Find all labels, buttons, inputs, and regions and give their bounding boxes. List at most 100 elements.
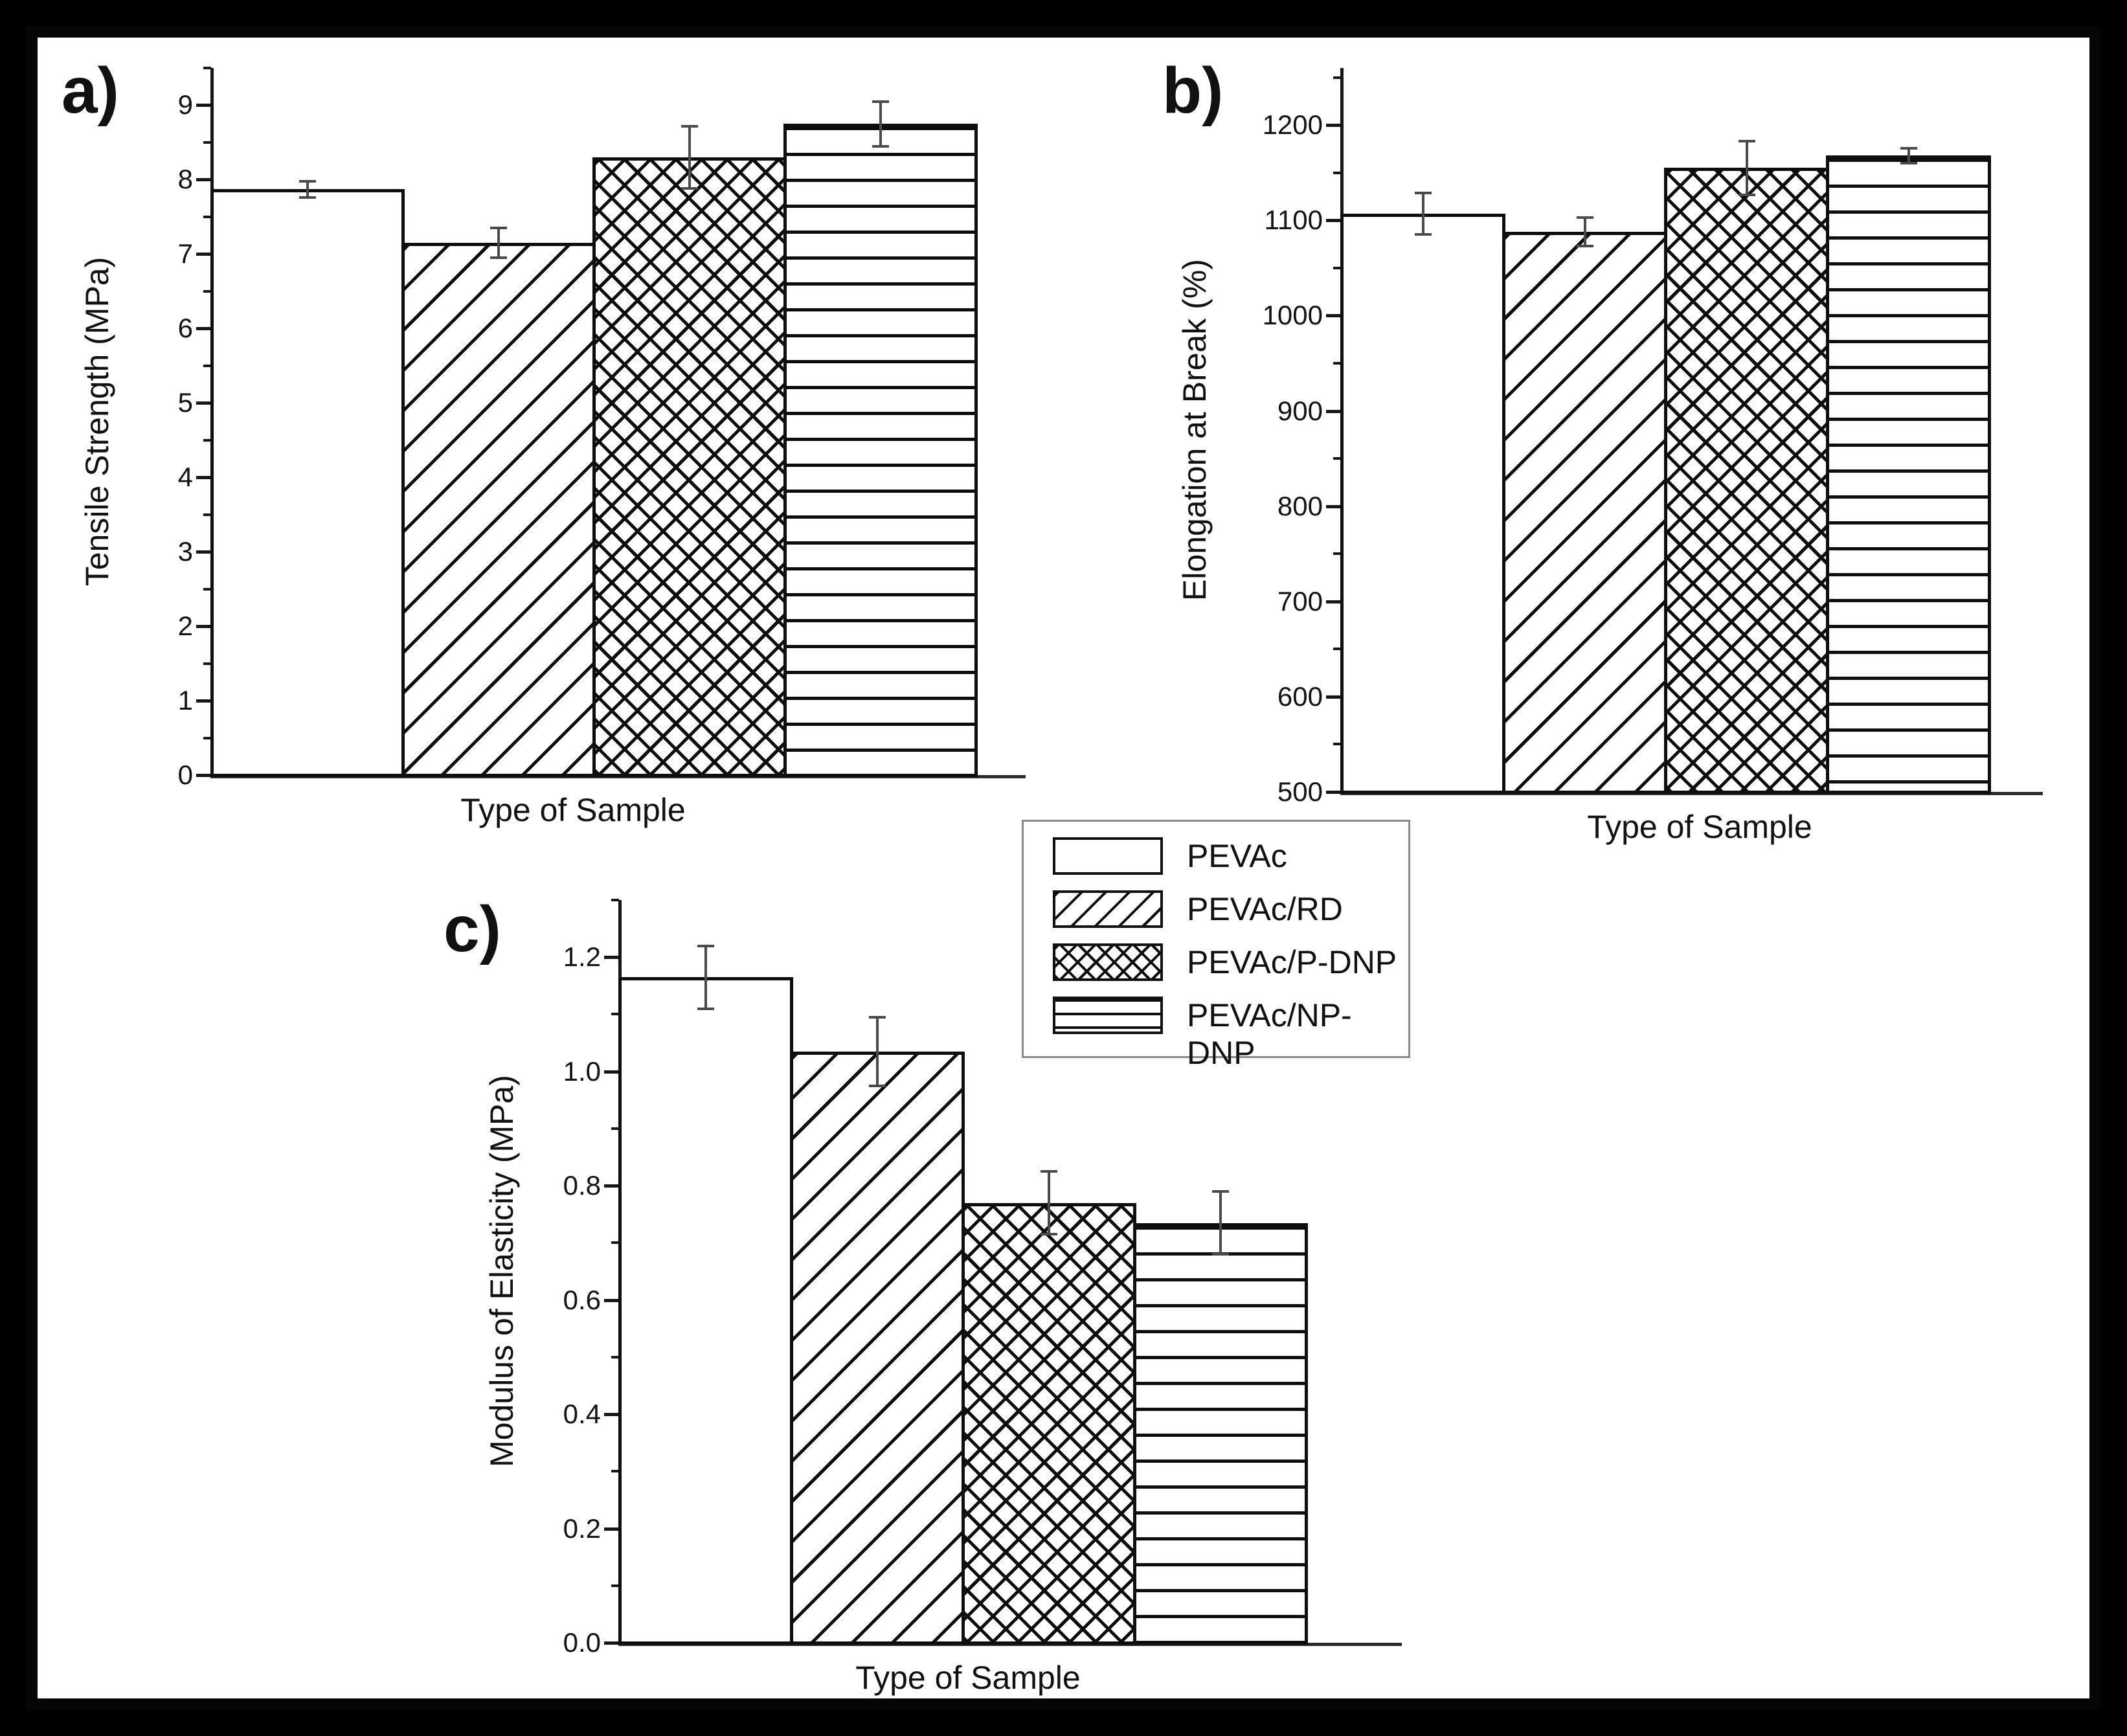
tick-label: 0.2 xyxy=(563,1513,601,1544)
error-bar-cap-bottom xyxy=(1900,162,1917,165)
x-axis-title-a: Type of Sample xyxy=(460,792,686,828)
tick-label: 0.0 xyxy=(563,1627,601,1658)
bar-pevac-p-dnp xyxy=(1664,168,1829,794)
minor-tick xyxy=(203,141,211,144)
minor-tick xyxy=(1333,171,1341,174)
error-bar-cap-bottom xyxy=(1576,245,1593,248)
bar-pevac xyxy=(210,189,405,777)
panel-label-b: b) xyxy=(1162,54,1224,127)
error-bar-line xyxy=(1907,148,1910,164)
tick-label: 0.4 xyxy=(563,1399,601,1430)
bar-pevac-p-dnp xyxy=(592,157,787,777)
tick-label: 700 xyxy=(1277,585,1323,616)
minor-tick xyxy=(611,1013,619,1016)
legend-label-pevac: PEVAc xyxy=(1187,838,1287,874)
minor-tick xyxy=(611,1470,619,1473)
bar-pevac xyxy=(618,977,793,1645)
minor-tick xyxy=(203,736,211,739)
error-bar-cap-bottom xyxy=(1738,193,1755,196)
major-tick xyxy=(1326,219,1340,223)
major-tick xyxy=(196,550,210,554)
major-tick xyxy=(1326,124,1340,128)
tick-label: 1.0 xyxy=(563,1055,601,1087)
major-tick xyxy=(1326,504,1340,508)
error-bar-cap-top xyxy=(697,944,714,947)
major-tick xyxy=(1326,695,1340,699)
tick-label: 600 xyxy=(1277,681,1323,712)
error-bar-cap-top xyxy=(299,179,316,183)
y-axis-title-a: Tensile Strength (MPa) xyxy=(79,256,115,587)
error-bar-cap-top xyxy=(490,227,507,230)
error-bar-line xyxy=(1219,1191,1222,1255)
error-bar-cap-top xyxy=(1212,1189,1229,1193)
error-bar-cap-top xyxy=(1576,216,1593,219)
major-tick xyxy=(604,1184,618,1188)
major-tick xyxy=(196,104,210,107)
major-tick xyxy=(1326,314,1340,318)
error-bar-line xyxy=(879,101,882,146)
minor-tick xyxy=(203,215,211,218)
x-axis-title-c: Type of Sample xyxy=(855,1660,1081,1696)
error-bar-line xyxy=(306,181,309,197)
major-tick xyxy=(1326,791,1340,794)
minor-tick xyxy=(611,1241,619,1245)
major-tick xyxy=(1326,600,1340,603)
error-bar-cap-top xyxy=(1738,140,1755,143)
tick-label: 1100 xyxy=(1264,205,1323,236)
tick-label: 900 xyxy=(1277,395,1323,426)
bar-pevac-p-dnp xyxy=(962,1202,1136,1645)
major-tick xyxy=(604,956,618,960)
tick-label: 6 xyxy=(177,313,193,344)
tick-label: 9 xyxy=(177,89,193,120)
tick-label: 7 xyxy=(177,238,193,269)
bar-pevac-rd xyxy=(401,243,596,777)
tick-label: 800 xyxy=(1277,490,1323,521)
minor-tick xyxy=(1333,552,1341,556)
error-bar-cap-top xyxy=(869,1015,886,1019)
tick-label: 0.6 xyxy=(563,1284,601,1315)
minor-tick xyxy=(1333,743,1341,746)
tick-label: 3 xyxy=(177,536,193,567)
tick-label: 1 xyxy=(177,685,193,716)
error-bar-cap-bottom xyxy=(1414,233,1432,236)
error-bar-cap-bottom xyxy=(490,256,507,260)
tick-label: 0.8 xyxy=(563,1170,601,1201)
major-tick xyxy=(196,327,210,331)
legend-label-pevac-p-dnp: PEVAc/P-DNP xyxy=(1187,944,1397,980)
minor-tick xyxy=(1333,76,1341,79)
major-tick xyxy=(604,1298,618,1302)
tick-label: 1000 xyxy=(1262,300,1323,331)
bar-pevac-np-dnp xyxy=(783,124,978,777)
major-tick xyxy=(1326,409,1340,413)
error-bar-line xyxy=(497,228,500,258)
major-tick xyxy=(196,401,210,405)
tick-label: 8 xyxy=(177,164,193,195)
error-bar-line xyxy=(1583,217,1586,247)
legend: PEVAc PEVAc/RD PEVAc/P-DNP PEVAc/NP-DNP xyxy=(1022,820,1410,1071)
major-tick xyxy=(196,178,210,182)
tick-label: 0 xyxy=(177,760,193,790)
error-bar-cap-bottom xyxy=(697,1007,714,1010)
error-bar-cap-bottom xyxy=(681,187,698,190)
major-tick xyxy=(604,1413,618,1417)
error-bar-line xyxy=(1421,192,1424,235)
error-bar-cap-top xyxy=(1900,146,1917,150)
minor-tick xyxy=(203,364,211,367)
error-bar-line xyxy=(1048,1171,1050,1235)
minor-tick xyxy=(203,662,211,665)
minor-tick xyxy=(611,1127,619,1130)
major-tick xyxy=(604,1641,618,1645)
panel-label-a: a) xyxy=(62,54,119,127)
legend-swatch-pevac-p-dnp xyxy=(1053,943,1163,981)
error-bar-cap-top xyxy=(1414,191,1432,194)
minor-tick xyxy=(203,513,211,516)
error-bar-cap-bottom xyxy=(869,1084,886,1087)
legend-label-pevac-np-dnp: PEVAc/NP-DNP xyxy=(1187,997,1352,1071)
bar-pevac-rd xyxy=(1502,232,1667,794)
panel-label-c: c) xyxy=(444,893,501,965)
bar-pevac xyxy=(1340,214,1505,794)
major-tick xyxy=(196,253,210,256)
legend-swatch-pevac-np-dnp xyxy=(1053,997,1163,1034)
minor-tick xyxy=(611,1355,619,1358)
